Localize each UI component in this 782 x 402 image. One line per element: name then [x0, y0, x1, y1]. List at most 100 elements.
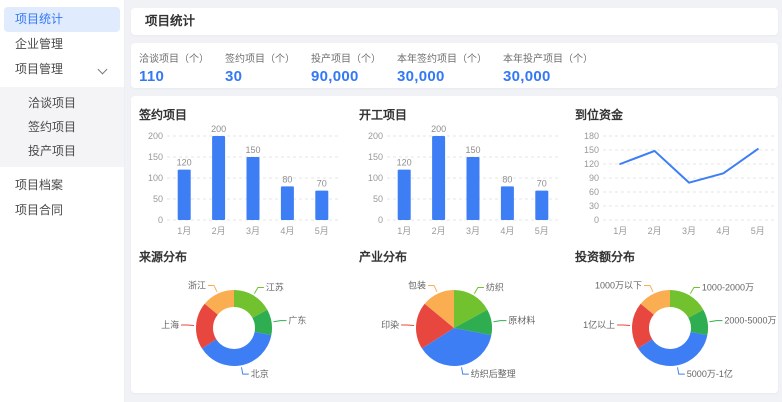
svg-text:5月: 5月: [535, 226, 549, 236]
svg-text:100: 100: [148, 173, 163, 183]
funds-in-place-line-chart[interactable]: 0 30 60 90 120 150 180 1月 2月 3月 4月 5月: [575, 124, 778, 242]
svg-text:150: 150: [465, 145, 480, 155]
stat-year-production-projects: 本年投产项目（个） 30,000: [503, 50, 593, 85]
sidebar-subitem-production-projects[interactable]: 投产项目: [0, 139, 124, 163]
stat-year-signed-projects: 本年签约项目（个） 30,000: [397, 50, 487, 85]
svg-text:150: 150: [148, 152, 163, 162]
svg-text:上海: 上海: [161, 319, 179, 330]
svg-text:4月: 4月: [500, 226, 514, 236]
chart-title: 到位资金: [575, 108, 624, 122]
svg-text:5000万-1亿: 5000万-1亿: [687, 368, 733, 379]
chart-title: 开工项目: [359, 108, 408, 122]
chevron-down-icon: [97, 64, 108, 75]
sidebar-subitem-signed-projects[interactable]: 签约项目: [0, 115, 124, 139]
chart-panel-started-projects: 开工项目 0 50 100 150 200 1月 2月 3月 4月 5月 120 200 150 80 70: [359, 106, 571, 242]
sidebar-item-label: 项目档案: [15, 178, 64, 192]
svg-text:90: 90: [589, 173, 599, 183]
sidebar-item-enterprise-mgmt[interactable]: 企业管理: [4, 32, 120, 57]
sidebar-item-project-stats[interactable]: 项目统计: [4, 7, 120, 32]
svg-text:120: 120: [177, 158, 192, 168]
svg-text:1月: 1月: [613, 226, 627, 236]
stat-label: 本年签约项目（个）: [397, 54, 487, 65]
svg-text:3月: 3月: [246, 226, 260, 236]
svg-text:50: 50: [153, 194, 163, 204]
svg-text:120: 120: [584, 159, 599, 169]
stat-label: 洽谈项目（个）: [139, 54, 209, 65]
chart-title: 来源分布: [139, 250, 188, 264]
svg-text:4月: 4月: [716, 226, 730, 236]
sidebar-item-label: 项目统计: [15, 12, 64, 26]
svg-text:200: 200: [368, 131, 383, 141]
svg-text:150: 150: [584, 145, 599, 155]
sidebar-item-label: 项目合同: [15, 203, 64, 217]
svg-text:0: 0: [594, 215, 599, 225]
stat-value: 30,000: [397, 68, 445, 85]
chart-panel-industry-distribution: 产业分布 纺织 原材料 纺织后整理 印染 包装: [359, 248, 571, 393]
chart-panel-signed-projects: 签约项目 0 50 100 150 200 1月 2月 3月 4月 5月 120 200 150 80 70: [139, 106, 351, 242]
svg-text:80: 80: [502, 174, 512, 184]
svg-text:200: 200: [148, 131, 163, 141]
svg-text:2月: 2月: [212, 226, 226, 236]
stat-value: 30: [225, 68, 243, 85]
svg-text:1亿以上: 1亿以上: [583, 319, 615, 330]
stat-value: 110: [139, 68, 165, 85]
charts-card: 签约项目 0 50 100 150 200 1月 2月 3月 4月 5月 120 200 150 80 70…: [131, 96, 778, 393]
stat-label: 投产项目（个）: [311, 54, 381, 65]
svg-text:80: 80: [282, 174, 292, 184]
sidebar-item-project-archive[interactable]: 项目档案: [4, 173, 120, 198]
stat-production-projects: 投产项目（个） 90,000: [311, 50, 381, 85]
chart-title: 签约项目: [139, 108, 188, 122]
svg-text:3月: 3月: [682, 226, 696, 236]
svg-text:60: 60: [589, 187, 599, 197]
svg-text:70: 70: [317, 179, 327, 189]
svg-text:1000-2000万: 1000-2000万: [702, 283, 754, 293]
svg-text:印染: 印染: [381, 319, 399, 330]
svg-text:纺织后整理: 纺织后整理: [471, 368, 516, 379]
svg-text:浙江: 浙江: [188, 279, 206, 290]
svg-text:北京: 北京: [251, 368, 269, 379]
svg-text:200: 200: [431, 124, 446, 134]
svg-text:1月: 1月: [177, 226, 191, 236]
page-title: 项目统计: [145, 14, 196, 28]
sidebar-item-project-mgmt[interactable]: 项目管理: [4, 57, 120, 82]
sidebar-item-project-contract[interactable]: 项目合同: [4, 198, 120, 223]
svg-text:3月: 3月: [466, 226, 480, 236]
svg-text:2月: 2月: [648, 226, 662, 236]
sidebar-subitem-label: 签约项目: [28, 120, 77, 134]
svg-text:30: 30: [589, 201, 599, 211]
stat-label: 本年投产项目（个）: [503, 54, 593, 65]
stats-row: 洽谈项目（个） 110 签约项目（个） 30 投产项目（个） 90,000 本年…: [139, 50, 778, 85]
chart-panel-investment-distribution: 投资额分布 1000-2000万 2000-5000万 5000万-1亿 1亿以上 10…: [575, 248, 778, 393]
svg-text:2000-5000万: 2000-5000万: [724, 316, 776, 326]
page-header-card: 项目统计: [131, 8, 778, 35]
sidebar-subitem-negotiating-projects[interactable]: 洽谈项目: [0, 91, 124, 115]
svg-text:120: 120: [397, 158, 412, 168]
svg-text:0: 0: [158, 215, 163, 225]
sidebar-item-label: 企业管理: [15, 37, 64, 51]
stat-signed-projects: 签约项目（个） 30: [225, 50, 295, 85]
svg-text:5月: 5月: [315, 226, 329, 236]
stat-negotiating-projects: 洽谈项目（个） 110: [139, 50, 209, 85]
svg-text:150: 150: [368, 152, 383, 162]
svg-text:1月: 1月: [397, 226, 411, 236]
svg-text:4月: 4月: [280, 226, 294, 236]
svg-text:100: 100: [368, 173, 383, 183]
svg-text:50: 50: [373, 194, 383, 204]
svg-text:5月: 5月: [751, 226, 765, 236]
chart-panel-source-distribution: 来源分布 江苏 广东 北京 上海 浙江: [139, 248, 351, 393]
svg-text:原材料: 原材料: [508, 315, 535, 326]
started-projects-bar-chart[interactable]: 0 50 100 150 200 1月 2月 3月 4月 5月 120 200 150 80 70: [359, 124, 571, 242]
svg-text:200: 200: [211, 124, 226, 134]
svg-text:江苏: 江苏: [266, 282, 284, 293]
sidebar-subitem-label: 洽谈项目: [28, 96, 77, 110]
svg-text:150: 150: [245, 145, 260, 155]
svg-text:1000万以下: 1000万以下: [595, 280, 642, 290]
sidebar: 项目统计 企业管理 项目管理 洽谈项目 签约项目 投产项目 项目档案 项目合同: [0, 0, 125, 402]
chart-panel-funds-in-place: 到位资金 0 30 60 90 120 150 180 1月 2月 3月 4月 5月: [575, 106, 778, 242]
sidebar-item-label: 项目管理: [15, 62, 64, 76]
signed-projects-bar-chart[interactable]: 0 50 100 150 200 1月 2月 3月 4月 5月 120 200 150 80 70: [139, 124, 351, 242]
investment-distribution-donut-chart[interactable]: 1000-2000万 2000-5000万 5000万-1亿 1亿以上 1000万以下: [575, 266, 778, 393]
stat-value: 90,000: [311, 68, 359, 85]
